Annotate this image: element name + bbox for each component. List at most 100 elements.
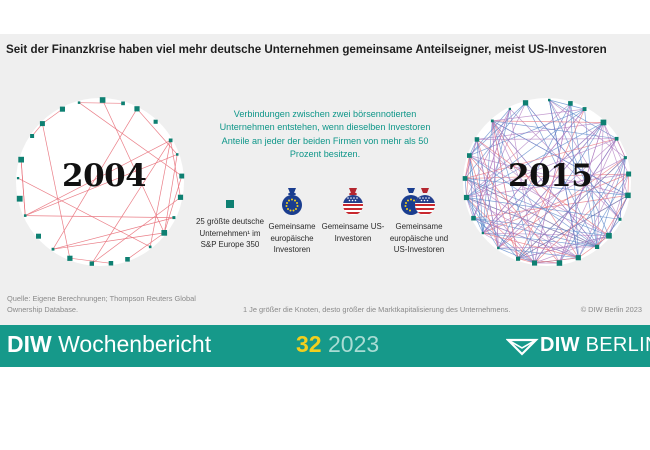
network-node xyxy=(600,119,607,126)
network-link xyxy=(52,217,174,250)
network-link xyxy=(170,140,181,198)
network-node xyxy=(67,255,73,261)
network-link xyxy=(549,99,585,110)
network-link xyxy=(466,197,579,259)
network-node xyxy=(30,134,35,138)
network-link xyxy=(534,138,617,264)
network-node xyxy=(548,98,551,102)
network-node xyxy=(522,100,529,106)
network-link xyxy=(482,173,629,234)
issue-number: 32 xyxy=(296,331,322,357)
diw-logo-icon xyxy=(506,338,539,356)
network-link xyxy=(518,258,535,264)
network-link xyxy=(492,120,629,196)
network-link xyxy=(491,120,499,249)
network-node xyxy=(179,173,185,179)
network-link xyxy=(498,247,535,264)
legend-node-label: 25 größte deutsche Unternehmen¹ im S&P E… xyxy=(196,217,264,250)
network-link xyxy=(549,99,617,140)
network-link xyxy=(559,138,617,264)
network-link xyxy=(473,217,609,237)
network-link xyxy=(491,120,535,264)
network-link xyxy=(469,155,628,196)
network-link xyxy=(465,138,617,179)
network-link xyxy=(608,173,629,236)
money-bag-eu-us-icon xyxy=(401,188,435,215)
year-label-2015: 2015 xyxy=(508,158,593,194)
network-link xyxy=(517,157,626,259)
network-node xyxy=(23,214,27,217)
network-link xyxy=(52,232,165,250)
network-link xyxy=(473,108,511,219)
publication-title-rest: Wochenbericht xyxy=(51,331,212,357)
network-link xyxy=(25,215,174,218)
network-link xyxy=(469,155,474,219)
network-link xyxy=(466,108,511,198)
network-link xyxy=(469,102,526,156)
network-link xyxy=(534,235,610,264)
network-node xyxy=(516,256,521,261)
network-link xyxy=(25,154,178,216)
network-node xyxy=(161,230,168,236)
network-node xyxy=(618,217,622,221)
network-node xyxy=(18,156,24,163)
network-link xyxy=(525,102,621,220)
network-link xyxy=(464,178,535,264)
network-link xyxy=(517,108,585,259)
network-background xyxy=(16,98,184,266)
network-node xyxy=(59,106,65,112)
node-square-icon xyxy=(226,200,234,208)
network-link xyxy=(25,139,171,216)
legend-both-label: Gemeinsame europäische und US-Investoren xyxy=(389,222,449,255)
network-node xyxy=(474,137,480,142)
network-link xyxy=(492,120,598,248)
network-link xyxy=(42,108,63,124)
network-node xyxy=(481,231,484,235)
network-link xyxy=(69,257,112,264)
network-node xyxy=(575,255,581,261)
network-link xyxy=(469,108,511,156)
network-link xyxy=(78,102,183,177)
network-link xyxy=(619,157,626,220)
network-link xyxy=(603,122,629,196)
network-link xyxy=(464,178,579,259)
network-link xyxy=(498,138,617,249)
network-2015 xyxy=(462,98,632,266)
network-node xyxy=(172,216,176,220)
network-node xyxy=(556,260,563,266)
network-link xyxy=(102,99,165,234)
network-node xyxy=(16,195,23,202)
network-link xyxy=(482,232,579,259)
network-link xyxy=(42,123,71,259)
network-link xyxy=(548,99,621,220)
network-node xyxy=(532,260,538,266)
network-link xyxy=(608,195,629,236)
footnote: 1 Je größer die Knoten, desto größer die… xyxy=(243,305,511,314)
network-link xyxy=(464,178,610,237)
network-link xyxy=(464,139,478,179)
logo-text-bold: DIW xyxy=(540,334,580,356)
network-2004 xyxy=(16,97,185,266)
network-link xyxy=(466,197,474,219)
network-node xyxy=(626,171,632,177)
network-node xyxy=(568,101,573,106)
network-link xyxy=(466,138,617,198)
network-link xyxy=(163,175,183,234)
network-link xyxy=(509,108,621,220)
network-link xyxy=(498,247,579,259)
network-node xyxy=(77,101,81,104)
network-node xyxy=(89,261,94,266)
network-link xyxy=(497,103,571,249)
network-node xyxy=(39,121,45,127)
legend-us: Gemeinsame US-Investoren xyxy=(318,185,388,244)
network-link xyxy=(91,197,181,264)
network-node xyxy=(614,136,619,141)
network-link xyxy=(482,232,598,248)
banner xyxy=(0,325,650,367)
network-link xyxy=(17,177,151,248)
source-note: Quelle: Eigene Berechnungen; Thompson Re… xyxy=(7,294,196,314)
network-link xyxy=(20,159,26,216)
network-link xyxy=(473,217,535,264)
network-node xyxy=(36,233,41,239)
network-node xyxy=(497,246,500,250)
